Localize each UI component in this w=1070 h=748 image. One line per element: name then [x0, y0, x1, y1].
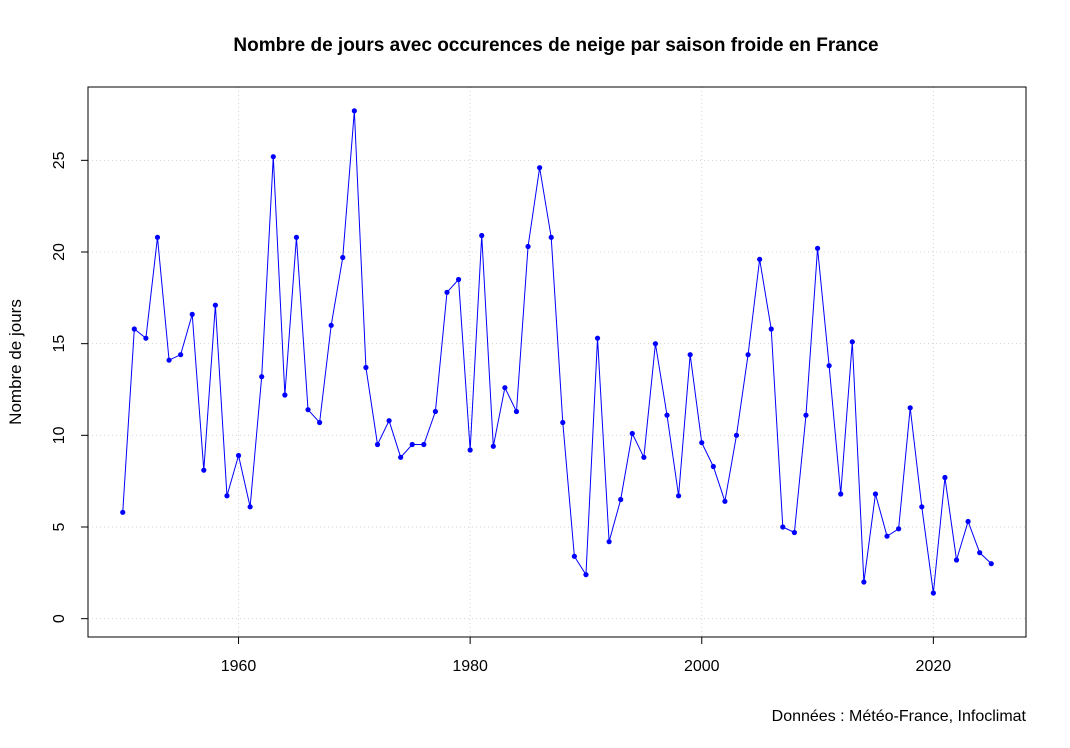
- plot-border: [87, 86, 1027, 638]
- data-point: [374, 441, 381, 448]
- data-point: [235, 452, 242, 459]
- data-point: [201, 467, 207, 473]
- data-point: [131, 326, 137, 332]
- series-layer: [120, 108, 994, 596]
- data-point: [398, 454, 404, 460]
- data-point: [675, 493, 682, 499]
- data-point: [282, 392, 288, 398]
- data-point: [409, 441, 415, 448]
- data-point: [351, 108, 357, 114]
- data-point: [421, 441, 427, 448]
- data-point: [884, 533, 890, 539]
- data-point: [768, 326, 774, 332]
- data-point: [826, 363, 832, 369]
- data-point: [467, 447, 473, 453]
- data-point: [977, 550, 983, 556]
- data-point: [259, 374, 265, 380]
- data-point: [270, 154, 276, 160]
- data-point: [583, 572, 589, 578]
- data-point: [791, 529, 797, 536]
- data-point: [849, 339, 855, 345]
- x-tick-label: 2000: [684, 658, 720, 675]
- data-point: [930, 590, 936, 596]
- y-axis-label: Nombre de jours: [6, 299, 25, 425]
- data-point: [733, 432, 740, 438]
- data-point: [432, 408, 439, 415]
- data-point: [687, 352, 693, 358]
- data-point: [757, 256, 763, 262]
- data-point: [490, 443, 496, 449]
- data-point: [618, 496, 624, 503]
- data-point: [340, 254, 346, 261]
- data-point: [247, 504, 253, 510]
- data-point: [814, 245, 821, 251]
- data-point: [293, 234, 300, 240]
- data-point: [606, 539, 612, 545]
- y-tick-label: 10: [51, 426, 68, 444]
- y-tick-label: 25: [51, 151, 68, 169]
- x-tick-label: 1960: [221, 658, 257, 675]
- data-point: [444, 289, 450, 295]
- data-point: [560, 419, 566, 426]
- data-point: [629, 430, 635, 437]
- data-point: [641, 454, 647, 460]
- x-tick-label: 1980: [452, 658, 488, 675]
- data-point: [745, 352, 751, 358]
- data-point: [120, 509, 126, 515]
- data-point: [699, 440, 705, 446]
- data-point: [548, 234, 554, 240]
- y-axis: 0 5 10 15 20 25: [51, 151, 89, 623]
- data-point: [189, 311, 195, 317]
- data-point: [919, 504, 925, 510]
- data-point: [965, 518, 971, 525]
- data-point: [224, 493, 230, 499]
- data-point: [178, 352, 184, 358]
- data-point: [953, 557, 960, 563]
- data-point: [363, 364, 369, 371]
- data-point: [780, 524, 786, 530]
- data-point: [154, 234, 161, 240]
- data-point: [571, 553, 577, 559]
- data-point: [861, 579, 867, 585]
- data-point: [872, 491, 879, 497]
- data-point: [594, 335, 601, 341]
- data-point: [212, 302, 218, 308]
- data-point: [664, 412, 670, 418]
- data-point: [907, 405, 913, 411]
- data-point: [803, 412, 809, 418]
- y-tick-label: 20: [51, 243, 68, 261]
- y-tick-label: 15: [51, 335, 68, 353]
- data-point: [942, 474, 948, 481]
- data-point: [896, 526, 902, 532]
- data-point: [317, 419, 323, 426]
- y-tick-label: 0: [51, 614, 68, 623]
- data-point: [513, 408, 520, 415]
- x-tick-label: 2020: [916, 658, 952, 675]
- data-point: [537, 165, 543, 171]
- data-point: [166, 357, 172, 363]
- chart-title: Nombre de jours avec occurences de neige…: [233, 35, 878, 56]
- data-point: [710, 463, 716, 470]
- data-point: [838, 491, 844, 497]
- grid: [88, 87, 1026, 637]
- y-tick-label: 5: [51, 522, 68, 531]
- data-point: [652, 341, 659, 347]
- data-point: [386, 418, 392, 424]
- data-point: [525, 243, 531, 250]
- data-point: [328, 322, 334, 328]
- data-point: [455, 276, 462, 283]
- series-line: [122, 110, 992, 594]
- data-point: [479, 232, 485, 239]
- data-point: [722, 498, 728, 504]
- data-point: [143, 335, 149, 341]
- x-axis: 1960 1980 2000 2020: [221, 636, 952, 675]
- data-point: [988, 561, 994, 567]
- data-point: [305, 407, 311, 413]
- data-point: [502, 385, 508, 391]
- source-caption: Données : Météo-France, Infoclimat: [772, 708, 1027, 725]
